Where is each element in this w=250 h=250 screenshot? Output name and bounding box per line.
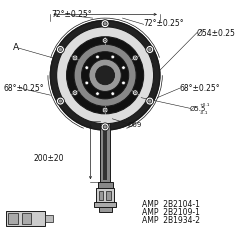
Circle shape [101, 20, 109, 28]
Circle shape [103, 22, 107, 26]
Circle shape [122, 66, 125, 70]
Text: 72°±0.25°: 72°±0.25° [144, 18, 184, 28]
Circle shape [96, 92, 99, 96]
Text: A: A [12, 44, 19, 52]
Bar [22, 213, 31, 224]
Circle shape [96, 55, 99, 59]
Text: +0.1: +0.1 [200, 103, 210, 107]
Circle shape [148, 99, 152, 103]
Bar [98, 182, 113, 188]
Circle shape [74, 44, 136, 106]
Circle shape [58, 99, 62, 103]
Circle shape [132, 55, 138, 60]
Text: 72°±0.25°: 72°±0.25° [51, 10, 92, 19]
Text: 68°±0.25°: 68°±0.25° [3, 84, 44, 94]
Text: AMP  2B1934-2: AMP 2B1934-2 [142, 216, 201, 225]
Bar [98, 206, 112, 212]
Circle shape [57, 27, 154, 124]
Circle shape [58, 48, 62, 52]
Circle shape [111, 55, 114, 59]
Circle shape [104, 109, 106, 111]
Circle shape [104, 39, 106, 42]
Text: 200±20: 200±20 [34, 154, 64, 163]
Circle shape [103, 125, 107, 129]
Bar [99, 191, 103, 200]
Circle shape [56, 46, 64, 54]
Circle shape [102, 38, 108, 43]
Circle shape [74, 92, 76, 94]
Circle shape [50, 20, 160, 130]
Circle shape [85, 81, 88, 85]
Circle shape [148, 48, 152, 52]
Bar [106, 191, 111, 200]
Bar [6, 211, 46, 226]
Text: -0.1: -0.1 [200, 110, 208, 114]
Circle shape [56, 97, 64, 105]
Circle shape [102, 107, 108, 113]
Bar [8, 213, 18, 224]
Bar [103, 124, 107, 180]
Circle shape [66, 37, 144, 114]
Text: 68°±0.25°: 68°±0.25° [180, 84, 220, 94]
Text: Ø5.5: Ø5.5 [190, 106, 206, 112]
Text: Ø54±0.25: Ø54±0.25 [197, 28, 236, 38]
Bar [96, 188, 114, 202]
Text: Ø69: Ø69 [128, 122, 142, 128]
Bar [46, 214, 53, 222]
Bar [94, 202, 116, 206]
Circle shape [96, 66, 114, 85]
Circle shape [72, 90, 78, 96]
Circle shape [132, 90, 138, 96]
Circle shape [82, 52, 129, 99]
Text: AMP  2B2104-1: AMP 2B2104-1 [142, 200, 200, 209]
Circle shape [122, 81, 125, 85]
Bar [100, 121, 110, 182]
Text: AMP  2B2109-1: AMP 2B2109-1 [142, 208, 200, 217]
Circle shape [134, 57, 136, 59]
Circle shape [89, 59, 121, 92]
Circle shape [85, 66, 88, 70]
Circle shape [74, 57, 76, 59]
Circle shape [111, 92, 114, 96]
Circle shape [50, 20, 160, 130]
Circle shape [72, 55, 78, 60]
Circle shape [146, 97, 154, 105]
Circle shape [101, 123, 109, 131]
Circle shape [134, 92, 136, 94]
Circle shape [146, 46, 154, 54]
